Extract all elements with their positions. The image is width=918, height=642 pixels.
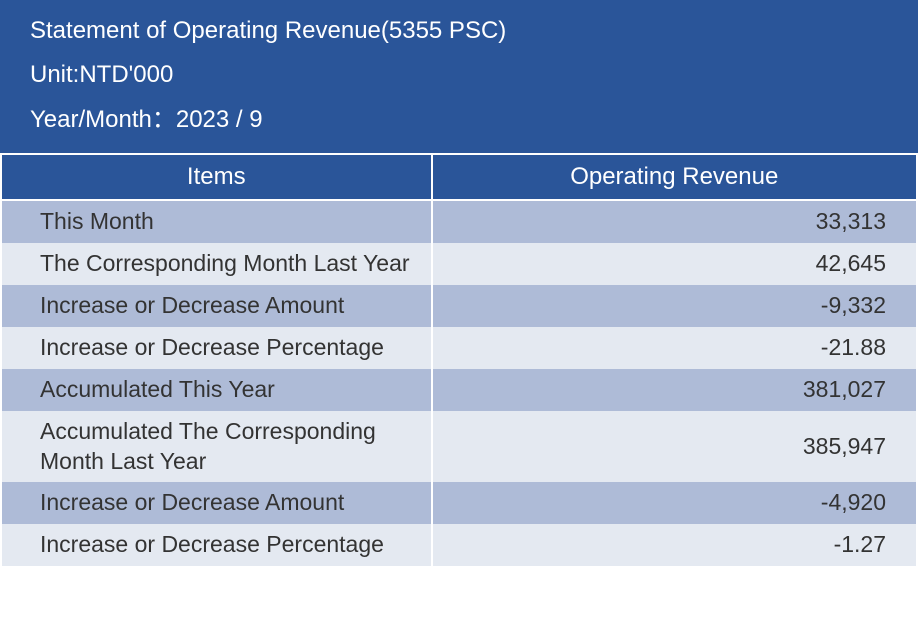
row-label: Accumulated This Year	[1, 369, 432, 411]
row-label: Increase or Decrease Amount	[1, 285, 432, 327]
row-label: Increase or Decrease Percentage	[1, 327, 432, 369]
report-unit: Unit:NTD'000	[30, 56, 888, 94]
report-title: Statement of Operating Revenue(5355 PSC)	[30, 12, 888, 50]
row-label: This Month	[1, 200, 432, 243]
row-label: Increase or Decrease Amount	[1, 482, 432, 524]
row-value: -9,332	[432, 285, 917, 327]
table-row: The Corresponding Month Last Year 42,645	[1, 243, 917, 285]
table-row: Increase or Decrease Amount -4,920	[1, 482, 917, 524]
table-header-row: Items Operating Revenue	[1, 154, 917, 200]
table-row: This Month 33,313	[1, 200, 917, 243]
table-row: Increase or Decrease Amount -9,332	[1, 285, 917, 327]
column-header-revenue: Operating Revenue	[432, 154, 917, 200]
table-row: Increase or Decrease Percentage -1.27	[1, 524, 917, 566]
row-value: -4,920	[432, 482, 917, 524]
row-value: -21.88	[432, 327, 917, 369]
row-label: Increase or Decrease Percentage	[1, 524, 432, 566]
row-value: 33,313	[432, 200, 917, 243]
row-value: 381,027	[432, 369, 917, 411]
row-label: The Corresponding Month Last Year	[1, 243, 432, 285]
revenue-table-container: Items Operating Revenue This Month 33,31…	[0, 153, 918, 566]
table-row: Accumulated The Corresponding Month Last…	[1, 411, 917, 483]
column-header-items: Items	[1, 154, 432, 200]
row-value: -1.27	[432, 524, 917, 566]
table-row: Increase or Decrease Percentage -21.88	[1, 327, 917, 369]
report-period: Year/Month：2023 / 9	[30, 101, 888, 139]
row-label: Accumulated The Corresponding Month Last…	[1, 411, 432, 483]
revenue-table: Items Operating Revenue This Month 33,31…	[0, 153, 918, 566]
row-value: 42,645	[432, 243, 917, 285]
table-row: Accumulated This Year 381,027	[1, 369, 917, 411]
row-value: 385,947	[432, 411, 917, 483]
report-header: Statement of Operating Revenue(5355 PSC)…	[0, 0, 918, 153]
